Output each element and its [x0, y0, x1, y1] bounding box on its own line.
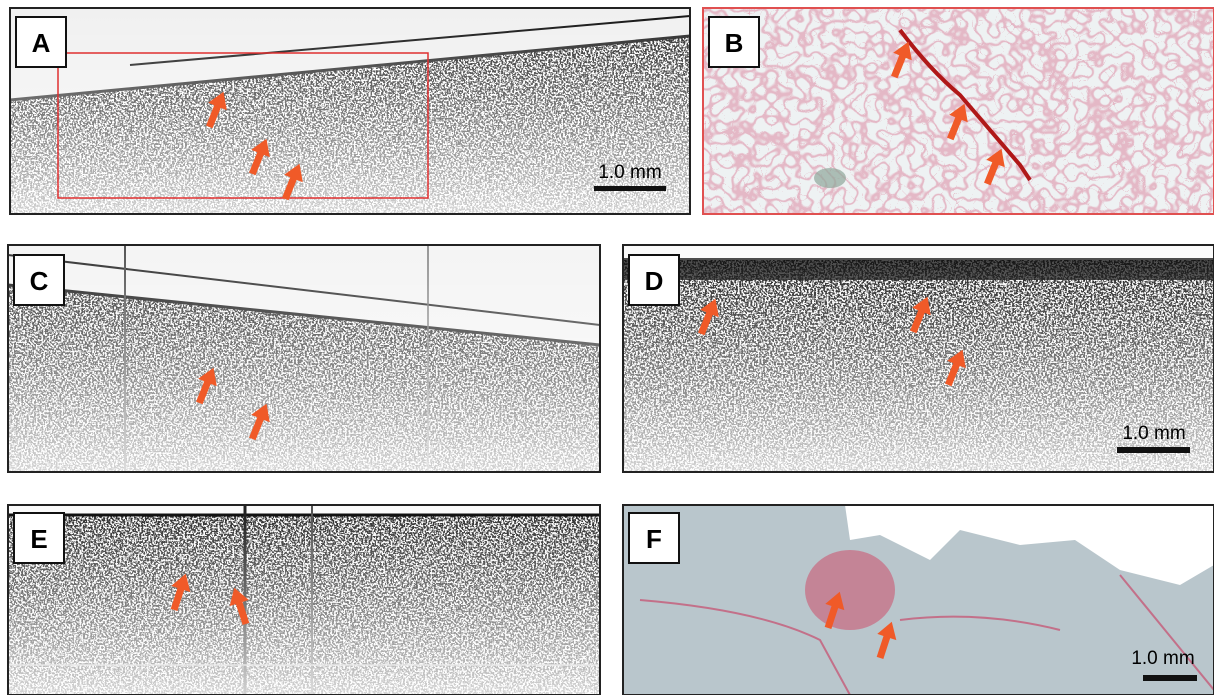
panel-c: [8, 245, 600, 472]
panel-label: D: [645, 266, 664, 296]
panel-label: E: [30, 524, 47, 554]
panel-a: 1.0 mm: [10, 8, 690, 214]
panel-label: F: [646, 524, 662, 554]
scale-bar-label: 1.0 mm: [598, 162, 661, 183]
panel-label: B: [725, 28, 744, 58]
panel-label: C: [30, 266, 49, 296]
scale-bar-label: 1.0 mm: [1131, 648, 1194, 669]
panel-e: [8, 505, 600, 695]
panel-label: A: [32, 28, 51, 58]
panel-f: 1.0 mm: [623, 505, 1214, 695]
figure: 1.0 mm 1.0 mm: [0, 0, 1214, 695]
panel-d: 1.0 mm: [623, 245, 1214, 472]
scale-bar-label: 1.0 mm: [1122, 423, 1185, 444]
page: {"panels": [ {"label": "A", "scale_bar":…: [0, 0, 1214, 695]
